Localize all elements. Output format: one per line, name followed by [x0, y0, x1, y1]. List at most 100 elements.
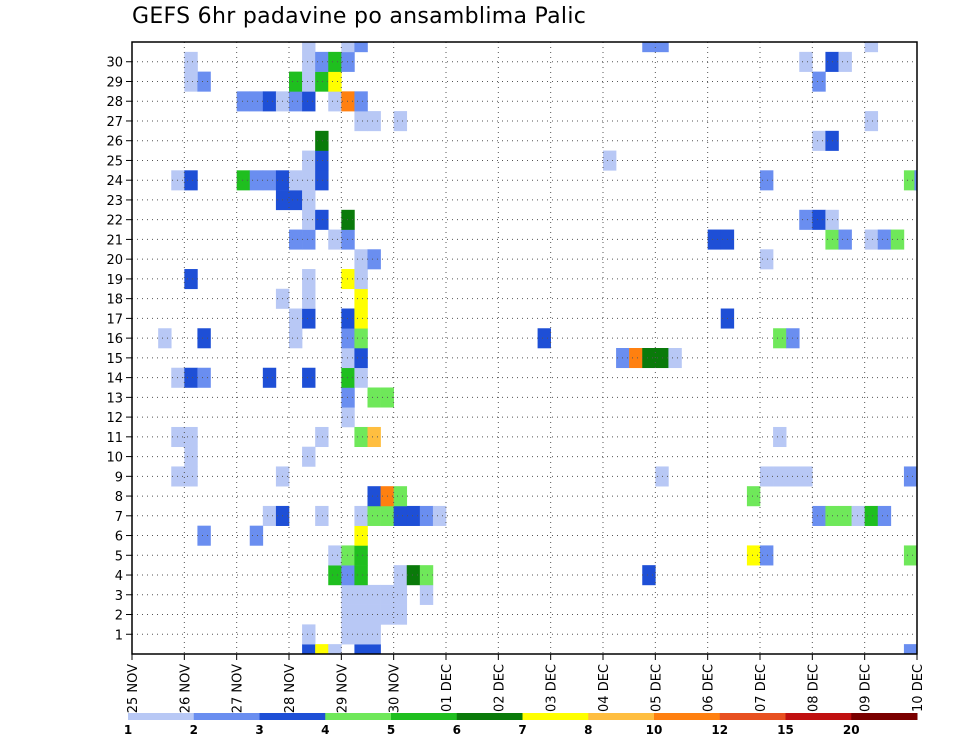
heatmap-cell [236, 170, 251, 191]
heatmap-cell [393, 584, 408, 605]
heatmap-cell [354, 644, 368, 655]
colorbar-segment [719, 713, 786, 720]
heatmap-cell [903, 466, 918, 487]
y-tick-label: 14 [106, 372, 123, 387]
heatmap-cell [354, 288, 368, 309]
x-tick-label: 03 DEC [545, 664, 560, 712]
y-tick-label: 21 [106, 233, 123, 248]
heatmap-cell [315, 505, 329, 526]
x-tick-label: 05 DEC [649, 664, 664, 712]
y-tick-label: 28 [106, 95, 123, 110]
x-tick-label: 02 DEC [492, 664, 507, 712]
heatmap-cell [354, 545, 368, 566]
heatmap-cell [746, 545, 761, 566]
heatmap-cell [432, 505, 447, 526]
colorbar-segment [851, 713, 918, 720]
heatmap-cell [262, 170, 277, 191]
colorbar-label: 20 [843, 723, 860, 737]
y-tick-label: 6 [115, 530, 123, 545]
heatmap-cell [341, 308, 355, 329]
heatmap-cell [393, 111, 408, 132]
heatmap-cell [341, 209, 355, 230]
heatmap-cell [367, 644, 381, 655]
y-tick-label: 11 [106, 431, 123, 446]
heatmap-cell [851, 505, 865, 526]
heatmap-cell [419, 565, 434, 586]
heatmap-cell [903, 545, 918, 566]
y-tick-label: 23 [106, 194, 123, 209]
heatmap-cell [302, 229, 316, 250]
heatmap-cell [812, 505, 826, 526]
heatmap-cell [302, 367, 316, 388]
heatmap-cell [184, 61, 198, 82]
y-tick-label: 30 [106, 56, 123, 71]
colorbar-segment [259, 713, 326, 720]
heatmap-cell [903, 170, 918, 191]
heatmap-cell [184, 269, 198, 290]
colorbar-segment [588, 713, 655, 720]
heatmap-cell [341, 328, 355, 349]
heatmap-cell [707, 229, 722, 250]
heatmap-cell [315, 150, 329, 171]
heatmap-cell [367, 624, 381, 645]
heatmap-cell [249, 170, 264, 191]
heatmap-cell [419, 584, 434, 605]
heatmap-cell [302, 71, 316, 92]
heatmap-cell [197, 71, 211, 92]
heatmap-cell [302, 308, 316, 329]
heatmap-cell [341, 604, 355, 625]
x-tick-label: 01 DEC [440, 664, 455, 712]
heatmap-cell [367, 426, 381, 448]
y-tick-label: 19 [106, 273, 123, 288]
heatmap-cell [877, 229, 892, 250]
y-tick-label: 15 [106, 352, 123, 367]
colorbar-label: 2 [190, 723, 198, 737]
y-tick-label: 17 [106, 312, 123, 327]
heatmap-cell [914, 170, 918, 191]
heatmap-cell [328, 91, 342, 112]
heatmap-cell [341, 229, 355, 250]
y-tick-label: 5 [115, 549, 123, 564]
heatmap-cell [877, 505, 892, 526]
heatmap-cell [760, 545, 774, 566]
y-tick-label: 12 [106, 411, 123, 426]
heatmap-cell [158, 328, 172, 349]
x-tick-label: 30 NOV [388, 664, 403, 713]
heatmap-cell [406, 565, 421, 586]
x-tick-label: 29 NOV [335, 664, 350, 713]
heatmap-cell [289, 328, 303, 349]
heatmap-cell [341, 387, 355, 408]
colorbar-label: 5 [387, 723, 395, 737]
heatmap-cell [262, 91, 277, 112]
heatmap-cell [184, 367, 198, 388]
colorbar-label: 12 [711, 723, 728, 737]
heatmap-cell [354, 328, 368, 349]
y-tick-label: 24 [106, 174, 123, 189]
heatmap-cell [760, 249, 774, 270]
x-tick-label: 08 DEC [806, 664, 821, 712]
heatmap-cell [799, 209, 813, 230]
heatmap-cell [746, 486, 761, 507]
heatmap-cell [184, 446, 198, 467]
heatmap-cell [341, 269, 355, 290]
colorbar-segment [456, 713, 523, 720]
heatmap-cell [864, 505, 879, 526]
y-tick-label: 9 [115, 470, 123, 485]
heatmap-cell [838, 505, 852, 526]
cells-layer [158, 42, 918, 655]
y-tick-label: 2 [115, 609, 123, 624]
heatmap-cell [341, 407, 355, 428]
heatmap-cell [354, 565, 368, 586]
heatmap-cell [315, 170, 329, 191]
heatmap-cell [354, 604, 368, 625]
heatmap-cell [315, 644, 329, 655]
y-axis: 1234567891011121314151617181920212223242… [106, 56, 132, 643]
heatmap-cell [289, 91, 303, 112]
heatmap-cell [184, 426, 198, 448]
x-tick-label: 10 DEC [911, 664, 926, 712]
heatmap-cell [341, 367, 355, 388]
heatmap-cell [903, 644, 918, 655]
heatmap-cell [302, 209, 316, 230]
heatmap-cell [328, 71, 342, 92]
